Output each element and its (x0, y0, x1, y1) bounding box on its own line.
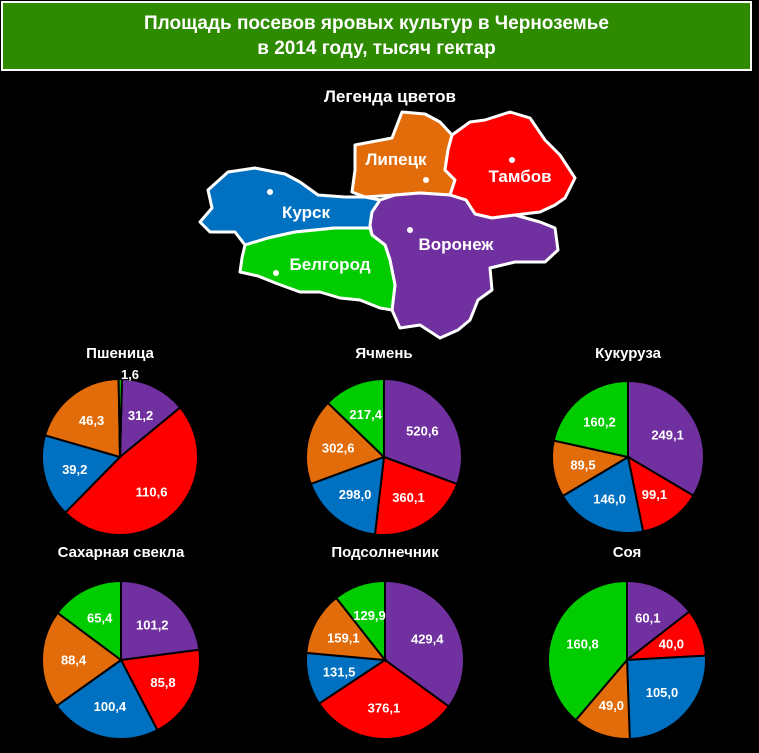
pie-slice-label: 159,1 (327, 630, 360, 645)
pie-slice-липецк (305, 401, 386, 486)
city-dot-belgorod (273, 270, 279, 276)
pie-chart-4: Подсолнечник 429,4 376,1 131,5 159,1 129,9 (305, 544, 465, 740)
region-label-kursk: Курск (282, 203, 330, 222)
pie-chart-1: Ячмень 520,6 360,1 298,0 302,6 217,4 (305, 345, 463, 536)
pie-slice-белгород (326, 377, 385, 460)
pie-chart-title: Ячмень (355, 345, 412, 362)
pie-slice-курск (561, 455, 645, 534)
title-line-1: Площадь посевов яровых культур в Чернозе… (144, 13, 609, 34)
pie-slice-label: 129,9 (353, 608, 386, 623)
pie-slice-label: 31,2 (128, 408, 153, 423)
pie-slice-тамбов (119, 648, 201, 732)
pie-slice-воронеж (383, 377, 463, 486)
pie-slice-label: 1,6 (121, 367, 139, 382)
pie-chart-5: Соя 60,1 40,0 105,0 49,0 160,8 (547, 544, 707, 740)
pie-slice-label: 302,6 (322, 440, 355, 455)
pie-slice-белгород (334, 579, 386, 663)
pie-slice-label: 60,1 (635, 610, 660, 625)
pie-slice-тамбов (373, 455, 459, 536)
pie-slice-label: 39,2 (62, 462, 87, 477)
pie-charts: Пшеница 31,2 110,6 39,2 46,3 1,6 Ячмень 520,6 36… (41, 345, 707, 740)
pie-slice-воронеж (120, 579, 201, 662)
city-dot-lipetsk (423, 177, 429, 183)
pie-slice-тамбов (63, 406, 199, 536)
pie-slice-label: 520,6 (406, 423, 439, 438)
title-banner: Площадь посевов яровых культур в Чернозе… (1, 1, 752, 71)
city-dot-voronezh (407, 227, 413, 233)
city-dot-tambov (509, 157, 515, 163)
pie-slice-label: 65,4 (87, 611, 113, 626)
pie-slice-label: 110,6 (136, 485, 168, 500)
pie-chart-3: Сахарная свекла 101,2 85,8 100,4 88,4 65,4 (41, 544, 201, 740)
pie-slice-label: 360,1 (392, 490, 425, 505)
pie-slice-label: 160,2 (583, 414, 616, 429)
pie-slice-липецк (43, 377, 122, 459)
city-dot-kursk (267, 189, 273, 195)
pie-slice-label: 217,4 (349, 407, 382, 422)
region-label-lipetsk: Липецк (365, 150, 427, 169)
title-line-2: в 2014 году, тысяч гектар (257, 38, 496, 59)
legend-title: Легенда цветов (324, 87, 456, 106)
pie-slice-label: 89,5 (570, 457, 595, 472)
pie-chart-title: Подсолнечник (331, 544, 439, 561)
pie-slice-label: 88,4 (61, 653, 87, 668)
pie-slice-label: 99,1 (642, 487, 667, 502)
pie-slice-белгород (552, 379, 629, 459)
pie-slice-label: 46,3 (79, 413, 104, 428)
pie-chart-title: Пшеница (86, 345, 154, 362)
pie-slice-label: 376,1 (368, 700, 401, 715)
pie-slice-тамбов (626, 454, 695, 533)
pie-slice-курск (309, 455, 386, 536)
pie-slice-label: 131,5 (323, 665, 356, 680)
pie-slice-label: 49,0 (599, 698, 624, 713)
pie-slice-label: 160,8 (566, 637, 599, 652)
pie-slice-белгород (547, 579, 628, 722)
pie-slice-тамбов (317, 658, 451, 740)
pie-chart-0: Пшеница 31,2 110,6 39,2 46,3 1,6 (41, 345, 199, 536)
pie-slice-белгород (56, 579, 122, 662)
pie-slice-курск (41, 434, 122, 515)
pie-slice-воронеж (384, 579, 465, 708)
pie-slice-воронеж (627, 379, 705, 497)
pie-chart-title: Кукуруза (595, 345, 662, 362)
pie-slice-label: 40,0 (659, 636, 684, 651)
pie-chart-title: Сахарная свекла (58, 544, 185, 561)
pie-slice-липецк (305, 596, 388, 662)
pie-slice-липецк (41, 611, 123, 708)
pie-slice-label: 429,4 (411, 632, 444, 647)
pie-slice-label: 146,0 (593, 492, 626, 507)
pie-slice-label: 298,0 (339, 487, 372, 502)
region-voronezh (368, 191, 560, 340)
region-label-belgorod: Белгород (289, 255, 370, 274)
pie-slice-label: 249,1 (651, 427, 684, 442)
region-belgorod (238, 226, 397, 312)
pie-chart-2: Кукуруза 249,1 99,1 146,0 89,5 160,2 (551, 345, 705, 534)
region-label-voronezh: Воронеж (419, 235, 495, 254)
pie-slice-курск (625, 654, 707, 740)
region-label-tambov: Тамбов (488, 167, 551, 186)
pie-chart-title: Соя (613, 544, 642, 561)
pie-slice-воронеж (626, 579, 691, 663)
pie-slice-label: 101,2 (136, 617, 169, 632)
pie-slice-label: 85,8 (150, 675, 175, 690)
pie-slice-курск (55, 658, 159, 740)
pie-slice-label: 100,4 (94, 699, 127, 714)
pie-slice-белгород (117, 378, 124, 458)
pie-slice-воронеж (118, 378, 182, 460)
region-tambov (443, 110, 577, 220)
pie-slice-label: 105,0 (646, 685, 679, 700)
